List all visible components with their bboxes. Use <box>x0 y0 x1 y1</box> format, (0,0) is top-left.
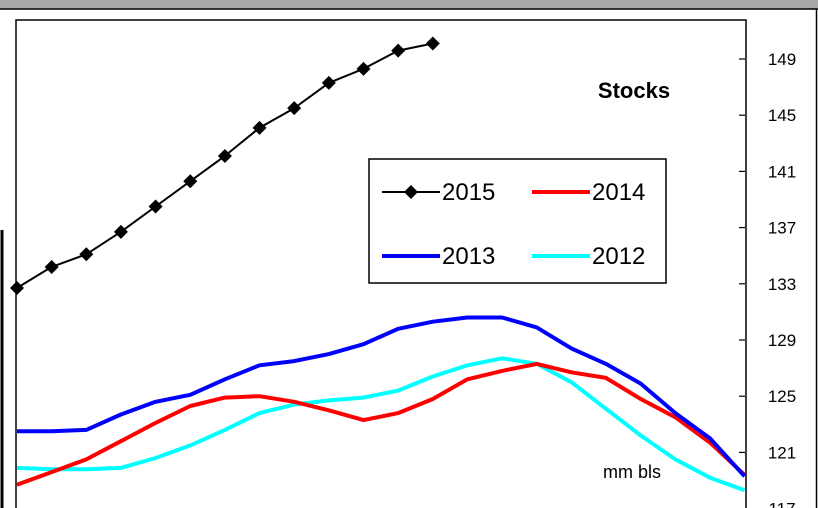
y-tick-label: 145 <box>768 106 796 125</box>
data-point-2015 <box>217 148 232 163</box>
top-border-band <box>0 0 818 9</box>
series-layer <box>10 36 747 493</box>
series-2012 <box>16 356 746 493</box>
series-line-2012 <box>16 356 746 493</box>
data-point-2015 <box>44 259 59 274</box>
unit-label: mm bls <box>603 462 661 482</box>
data-point-2015 <box>287 101 302 116</box>
y-tick-label: 125 <box>768 387 796 406</box>
legend: 2015 2014 2013 2012 <box>368 158 667 284</box>
legend-label-2012: 2012 <box>592 243 645 270</box>
y-axis: 149 145 141 137 133 129 125 121 117 <box>739 50 796 508</box>
y-tick-label: 133 <box>768 275 796 294</box>
data-point-2015 <box>425 36 440 51</box>
series-line-2013 <box>17 315 747 478</box>
series-line-2014 <box>16 361 746 487</box>
legend-label-2015: 2015 <box>442 179 495 206</box>
y-tick-label: 117 <box>768 500 795 508</box>
y-tick-label: 141 <box>768 162 796 181</box>
legend-box <box>368 158 667 284</box>
legend-item-2013: 2013 <box>382 243 495 270</box>
series-2013 <box>17 315 747 478</box>
legend-item-2015: 2015 <box>382 179 495 206</box>
data-point-2015 <box>252 120 267 135</box>
data-point-2015 <box>79 247 94 262</box>
data-point-2015 <box>321 75 336 90</box>
legend-label-2013: 2013 <box>442 243 495 270</box>
y-tick-label: 137 <box>768 219 796 238</box>
legend-marker-2015 <box>404 185 418 199</box>
y-tick-label: 121 <box>768 443 796 462</box>
data-point-2015 <box>356 61 371 76</box>
y-tick-label: 149 <box>768 50 796 69</box>
data-point-2015 <box>183 174 198 189</box>
data-point-2015 <box>113 224 128 239</box>
series-2015 <box>10 36 440 296</box>
y-tick-label: 129 <box>768 331 796 350</box>
legend-item-2012: 2012 <box>532 243 645 270</box>
legend-label-2014: 2014 <box>592 179 645 206</box>
series-2014 <box>16 361 746 487</box>
data-point-2015 <box>391 43 406 58</box>
chart-title: Stocks <box>598 78 670 103</box>
data-point-2015 <box>10 281 24 296</box>
legend-item-2014: 2014 <box>532 179 645 206</box>
data-point-2015 <box>148 199 163 214</box>
